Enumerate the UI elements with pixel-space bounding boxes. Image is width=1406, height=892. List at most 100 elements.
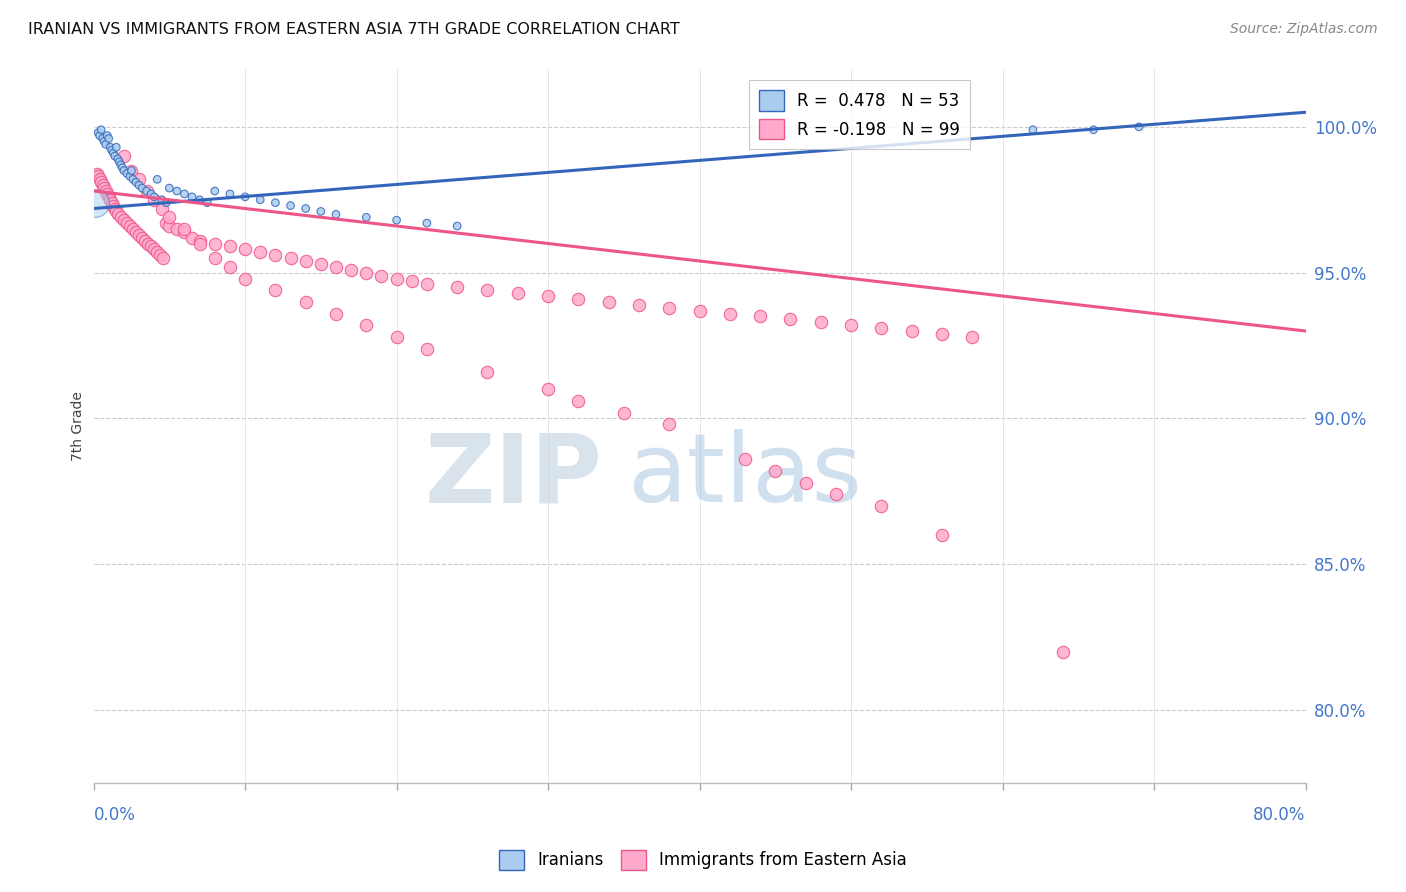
Point (233, 271, 256, 285)
Point (325, 260, 347, 274)
Point (155, 195, 177, 210)
Point (97, 131, 120, 145)
Point (356, 318, 378, 333)
Point (173, 186, 195, 201)
Point (810, 315, 832, 329)
Point (87, 169, 110, 184)
Point (155, 216, 177, 230)
Point (506, 286, 529, 301)
Point (105, 140, 128, 154)
Point (870, 321, 893, 335)
Point (264, 195, 287, 210)
Point (181, 230, 204, 244)
Point (122, 222, 145, 236)
Point (233, 190, 256, 204)
Point (249, 245, 271, 260)
Point (794, 475, 817, 490)
Point (97, 190, 120, 204)
Point (139, 239, 162, 253)
Point (280, 251, 302, 265)
Point (157, 211, 180, 225)
Point (90, 175, 112, 189)
Point (658, 417, 681, 432)
Point (110, 211, 132, 225)
Point (477, 283, 499, 297)
Point (309, 204, 332, 219)
Point (613, 406, 636, 420)
Point (146, 245, 169, 260)
Point (104, 202, 127, 216)
Text: atlas: atlas (627, 429, 862, 523)
Point (446, 280, 468, 294)
Point (204, 251, 226, 265)
Point (173, 225, 195, 239)
Point (749, 310, 772, 324)
Point (118, 169, 141, 184)
Point (157, 181, 180, 195)
Point (89, 128, 111, 143)
Point (120, 163, 142, 178)
Point (89, 172, 111, 186)
Point (149, 248, 172, 262)
Point (763, 464, 786, 478)
Point (356, 211, 378, 225)
Point (131, 181, 153, 195)
Point (249, 193, 271, 207)
Point (294, 202, 316, 216)
Point (108, 154, 131, 169)
Point (96, 186, 118, 201)
Point (112, 149, 135, 163)
Point (370, 268, 392, 283)
Point (135, 184, 157, 198)
Legend: Iranians, Immigrants from Eastern Asia: Iranians, Immigrants from Eastern Asia (492, 843, 914, 877)
Point (93, 181, 115, 195)
Point (152, 251, 174, 265)
Point (294, 254, 316, 268)
Point (134, 234, 156, 248)
Point (181, 190, 204, 204)
Point (157, 219, 180, 233)
Point (105, 204, 128, 219)
Point (309, 257, 332, 271)
Point (125, 175, 148, 189)
Point (325, 306, 347, 320)
Point (233, 243, 256, 257)
Point (385, 271, 408, 285)
Point (100, 143, 122, 157)
Point (219, 239, 242, 253)
Point (779, 312, 801, 326)
Point (91, 131, 114, 145)
Text: IRANIAN VS IMMIGRANTS FROM EASTERN ASIA 7TH GRADE CORRELATION CHART: IRANIAN VS IMMIGRANTS FROM EASTERN ASIA … (28, 22, 681, 37)
Point (110, 158, 132, 172)
Point (188, 234, 211, 248)
Point (104, 149, 127, 163)
Point (537, 289, 560, 303)
Point (931, 326, 953, 341)
Legend: R =  0.478   N = 53, R = -0.198   N = 99: R = 0.478 N = 53, R = -0.198 N = 99 (749, 80, 970, 150)
Point (120, 163, 142, 178)
Point (627, 298, 650, 312)
Point (567, 292, 589, 306)
Point (94, 184, 117, 198)
Point (537, 382, 560, 396)
Point (264, 248, 287, 262)
Point (87, 126, 110, 140)
Point (416, 277, 439, 292)
Point (112, 163, 135, 178)
Point (115, 167, 138, 181)
Point (416, 216, 439, 230)
Point (962, 330, 984, 344)
Point (173, 222, 195, 236)
Point (98, 140, 121, 154)
Point (128, 178, 150, 193)
Point (94, 137, 117, 152)
Point (143, 243, 166, 257)
Point (96, 128, 118, 143)
Point (204, 236, 226, 251)
Point (401, 274, 423, 288)
Point (166, 222, 188, 236)
Point (839, 318, 862, 333)
Point (115, 216, 138, 230)
Point (264, 283, 287, 297)
Point (385, 213, 408, 227)
